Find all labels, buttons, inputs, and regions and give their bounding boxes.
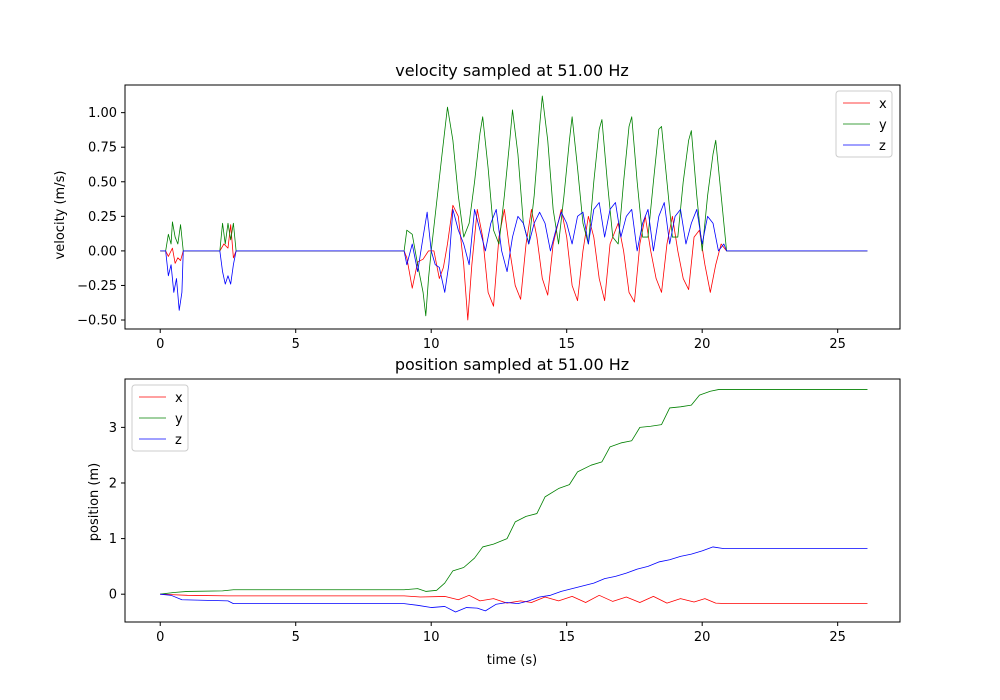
- position-chart-title: position sampled at 51.00 Hz: [395, 355, 629, 374]
- position-legend: xyz: [131, 384, 189, 452]
- velocity-y-axis-label: velocity (m/s): [53, 171, 68, 260]
- position-y-tick-label: 1: [109, 532, 117, 547]
- position-chart: position sampled at 51.00 Hz position (m…: [87, 355, 901, 668]
- position-x-tick-label: 5: [292, 630, 300, 645]
- velocity-y-tick-label: −0.25: [77, 279, 117, 294]
- velocity-x-tick-label: 10: [423, 337, 440, 352]
- velocity-y-tick-label: 0.50: [88, 175, 117, 190]
- position-x-tick-label: 15: [558, 630, 575, 645]
- velocity-x-tick-label: 20: [694, 337, 711, 352]
- velocity-legend-label-y: y: [879, 118, 887, 133]
- velocity-y-tick-label: 0.75: [88, 141, 117, 156]
- position-axes-frame: [124, 378, 901, 623]
- position-legend-label-z: z: [175, 433, 182, 448]
- position-y-tick-label: 2: [109, 476, 117, 491]
- position-x-tick-label: 25: [829, 630, 846, 645]
- position-series-z-line: [160, 546, 868, 613]
- velocity-axes-frame: [124, 84, 901, 330]
- velocity-x-tick-label: 5: [292, 337, 300, 352]
- velocity-legend-label-x: x: [879, 97, 887, 112]
- position-y-axis-label: position (m): [87, 463, 102, 541]
- velocity-series-x-line: [160, 204, 868, 321]
- position-x-tick-label: 0: [156, 630, 164, 645]
- velocity-y-tick-label: 0.25: [88, 210, 117, 225]
- position-x-tick-label: 10: [423, 630, 440, 645]
- velocity-series-y-line: [160, 95, 868, 317]
- velocity-chart: velocity sampled at 51.00 Hz velocity (m…: [53, 61, 901, 352]
- velocity-y-tick-label: 1.00: [88, 106, 117, 121]
- velocity-x-tick-label: 25: [829, 337, 846, 352]
- velocity-legend: xyz: [835, 90, 893, 158]
- velocity-series-z-line: [160, 202, 868, 311]
- position-y-tick-label: 3: [109, 421, 117, 436]
- position-x-tick-label: 20: [694, 630, 711, 645]
- position-y-tick-label: 0: [109, 588, 117, 603]
- velocity-x-tick-label: 15: [558, 337, 575, 352]
- position-series-x-line: [160, 593, 868, 605]
- position-series-y-line: [160, 389, 868, 595]
- velocity-legend-label-z: z: [879, 139, 886, 154]
- velocity-y-tick-label: 0.00: [88, 244, 117, 259]
- velocity-y-tick-label: −0.50: [77, 314, 117, 329]
- position-legend-label-x: x: [175, 391, 183, 406]
- velocity-x-tick-label: 0: [156, 337, 164, 352]
- position-x-axis-label: time (s): [487, 653, 537, 668]
- position-legend-label-y: y: [175, 412, 183, 427]
- velocity-chart-title: velocity sampled at 51.00 Hz: [395, 61, 629, 80]
